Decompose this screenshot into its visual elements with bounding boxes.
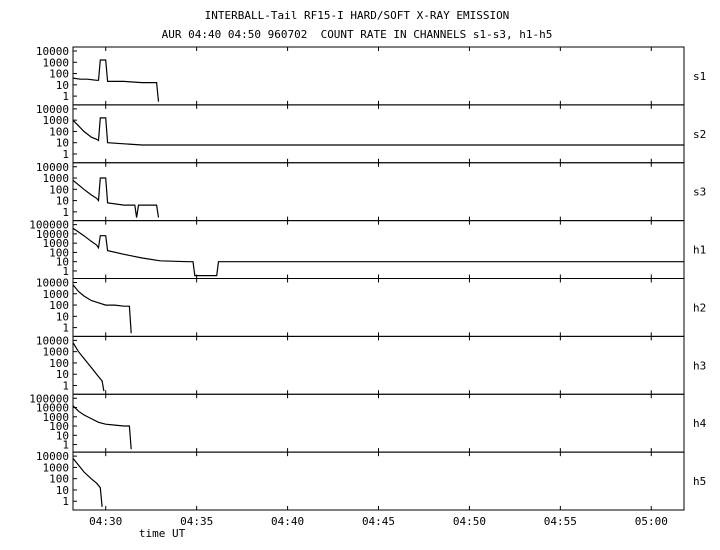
- y-tick-label-h5: 10000: [36, 450, 69, 463]
- chart-title: INTERBALL-Tail RF15-I HARD/SOFT X-RAY EM…: [204, 9, 510, 22]
- y-tick-label-h3: 10: [56, 368, 69, 381]
- x-tick-label: 04:35: [180, 515, 213, 528]
- y-tick-label-h2: 100: [49, 299, 69, 312]
- y-tick-label-h3: 100: [49, 357, 69, 370]
- panel-label-h2: h2: [693, 301, 706, 314]
- y-tick-label-h5: 100: [49, 473, 69, 486]
- y-tick-label-h3: 1: [62, 379, 69, 392]
- y-tick-label-h4: 1: [62, 439, 69, 452]
- panel-label-h3: h3: [693, 359, 706, 372]
- series-line-s1: [72, 59, 160, 102]
- y-tick-label-s1: 10000: [36, 45, 69, 58]
- panel-frame-h1: [72, 220, 685, 279]
- y-tick-label-s1: 100: [49, 68, 69, 81]
- y-tick-label-h3: 10000: [36, 334, 69, 347]
- y-tick-label-s2: 10: [56, 137, 69, 150]
- y-tick-label-h1: 1000: [43, 237, 70, 250]
- y-tick-label-h4: 100000: [29, 392, 69, 405]
- y-tick-label-h1: 1: [62, 265, 69, 278]
- panel-label-s1: s1: [693, 70, 706, 83]
- y-tick-label-h4: 10000: [36, 402, 69, 415]
- y-tick-label-h2: 1000: [43, 288, 70, 301]
- x-tick-label: 04:45: [362, 515, 395, 528]
- y-tick-label-s2: 100: [49, 125, 69, 138]
- y-tick-label-h3: 1000: [43, 346, 70, 359]
- series-line-h1: [72, 227, 684, 277]
- panel-frame-s2: [72, 104, 685, 164]
- panel-frame-s3: [72, 162, 685, 222]
- panel-frame-s1: [72, 46, 685, 106]
- y-tick-label-h4: 100: [49, 420, 69, 433]
- panel-label-h1: h1: [693, 244, 706, 257]
- x-tick-label: 04:40: [271, 515, 304, 528]
- y-tick-label-s2: 1000: [43, 114, 70, 127]
- x-tick-label: 05:00: [635, 515, 668, 528]
- x-tick-label: 04:30: [89, 515, 122, 528]
- y-tick-label-s3: 1: [62, 206, 69, 219]
- y-tick-label-h5: 1: [62, 495, 69, 508]
- y-tick-label-s1: 1: [62, 90, 69, 103]
- panel-frame-h5: [72, 451, 685, 511]
- y-tick-label-s1: 1000: [43, 56, 70, 69]
- series-line-h2: [72, 284, 132, 334]
- panel-label-h4: h4: [693, 417, 707, 430]
- panel-frame-h3: [72, 335, 685, 395]
- y-tick-label-h2: 10: [56, 310, 69, 323]
- y-tick-label-s3: 10: [56, 195, 69, 208]
- x-tick-label: 04:50: [453, 515, 486, 528]
- y-tick-label-s1: 10: [56, 79, 69, 92]
- y-tick-label-h1: 100000: [29, 219, 69, 232]
- series-line-h5: [72, 458, 103, 507]
- y-tick-label-s3: 100: [49, 183, 69, 196]
- y-tick-label-s2: 1: [62, 148, 69, 161]
- y-tick-label-h5: 1000: [43, 461, 70, 474]
- y-tick-label-h5: 10: [56, 484, 69, 497]
- chart-subtitle: AUR 04:40 04:50 960702 COUNT RATE IN CHA…: [161, 28, 553, 41]
- panel-label-s3: s3: [693, 186, 706, 199]
- series-line-h4: [72, 405, 132, 450]
- y-tick-label-h4: 1000: [43, 411, 70, 424]
- panel-label-s2: s2: [693, 128, 706, 141]
- y-tick-label-h1: 10000: [36, 228, 69, 241]
- y-tick-label-s2: 10000: [36, 103, 69, 116]
- panel-label-h5: h5: [693, 475, 706, 488]
- series-line-h3: [72, 342, 105, 392]
- y-tick-label-h2: 10000: [36, 277, 69, 290]
- series-line-s3: [72, 177, 160, 218]
- series-line-s2: [72, 117, 684, 146]
- y-tick-label-h4: 10: [56, 429, 69, 442]
- y-tick-label-h1: 100: [49, 246, 69, 259]
- panel-frame-h2: [72, 278, 685, 337]
- y-tick-label-h2: 1: [62, 322, 69, 335]
- panel-frame-h4: [72, 393, 685, 453]
- y-tick-label-s3: 1000: [43, 172, 70, 185]
- y-tick-label-s3: 10000: [36, 161, 69, 174]
- x-tick-label: 04:55: [544, 515, 577, 528]
- y-tick-label-h1: 10: [56, 256, 69, 269]
- x-axis-label: time UT: [139, 527, 186, 540]
